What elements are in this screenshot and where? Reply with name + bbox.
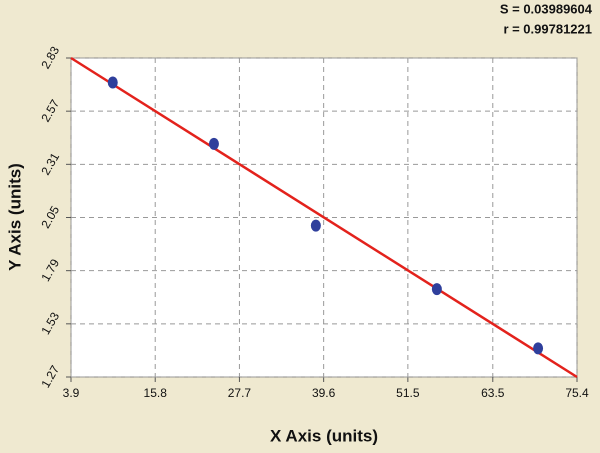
y-tick-label: 2.31 (38, 150, 62, 178)
y-axis-label: Y Axis (units) (5, 163, 24, 271)
point (208, 137, 219, 150)
y-tick-label: 2.57 (38, 97, 62, 125)
y-tick-label: 2.05 (38, 203, 62, 231)
y-tick-label: 1.79 (38, 256, 62, 284)
point (431, 283, 442, 296)
annotation: S = 0.03989604 (500, 1, 593, 16)
y-tick-label: 2.83 (38, 44, 62, 72)
x-tick-label: 15.8 (144, 386, 168, 400)
x-tick-label: 75.4 (565, 386, 589, 400)
x-tick-label: 3.9 (63, 386, 80, 400)
x-tick-label: 63.5 (481, 386, 505, 400)
x-tick-label: 39.6 (312, 386, 336, 400)
point (310, 219, 321, 232)
x-tick-label: 27.7 (228, 386, 252, 400)
x-tick-label: 51.5 (396, 386, 420, 400)
point (107, 76, 118, 89)
annotation: r = 0.99781221 (503, 21, 592, 36)
y-tick-label: 1.27 (38, 363, 62, 391)
point (533, 342, 544, 355)
fit-line (70, 56, 578, 379)
x-axis-label: X Axis (units) (270, 426, 378, 445)
y-tick-label: 1.53 (38, 310, 62, 338)
